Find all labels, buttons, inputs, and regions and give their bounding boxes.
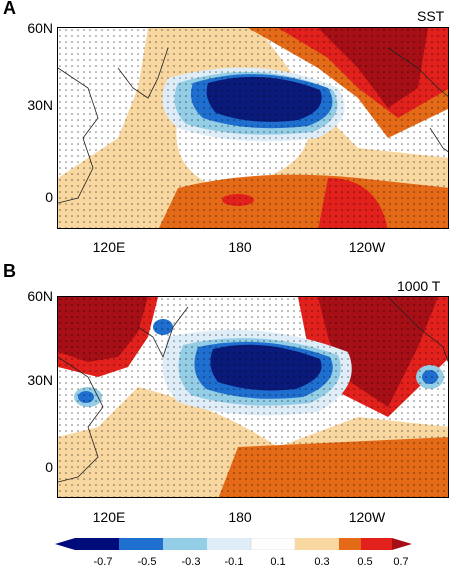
colorbar-label: -0.5 <box>137 556 157 568</box>
panel-b-label: B <box>3 261 16 281</box>
panel-a-variable: SST <box>417 8 445 24</box>
colorbar-segment <box>75 538 119 550</box>
colorbar-segment <box>295 538 339 550</box>
lon-label: 180 <box>228 239 252 255</box>
lat-label: 60N <box>27 288 53 304</box>
panel-b-map <box>57 296 449 498</box>
lon-label: 120E <box>92 239 126 255</box>
colorbar-segment <box>119 538 163 550</box>
colorbar-label: -0.3 <box>181 556 201 568</box>
lon-label: 120W <box>348 509 386 525</box>
colorbar-segment <box>207 538 251 550</box>
lat-label: 60N <box>27 20 53 36</box>
panel-b-variable: 1000 T <box>397 278 441 294</box>
colorbar <box>55 538 412 550</box>
colorbar-segment <box>163 538 207 550</box>
lat-label: 30N <box>27 97 53 113</box>
colorbar-arrow-right <box>392 538 412 550</box>
colorbar-segment <box>250 538 296 550</box>
colorbar-label: -0.1 <box>224 556 244 568</box>
lon-label: 180 <box>228 509 252 525</box>
colorbar-label: 0.1 <box>270 556 286 568</box>
panel-a-map <box>57 27 449 229</box>
lon-label: 120E <box>92 509 126 525</box>
colorbar-segment <box>361 538 392 550</box>
colorbar-label: 0.5 <box>357 556 373 568</box>
colorbar-arrow-left <box>55 538 75 550</box>
lat-label: 0 <box>45 189 53 205</box>
colorbar-label: -0.7 <box>93 556 113 568</box>
colorbar-segment <box>339 538 361 550</box>
lat-label: 30N <box>27 372 53 388</box>
panel-a-label: A <box>3 0 16 18</box>
lon-label: 120W <box>348 239 386 255</box>
lat-label: 0 <box>45 459 53 475</box>
colorbar-label: 0.3 <box>314 556 330 568</box>
colorbar-label: 0.7 <box>393 556 409 568</box>
